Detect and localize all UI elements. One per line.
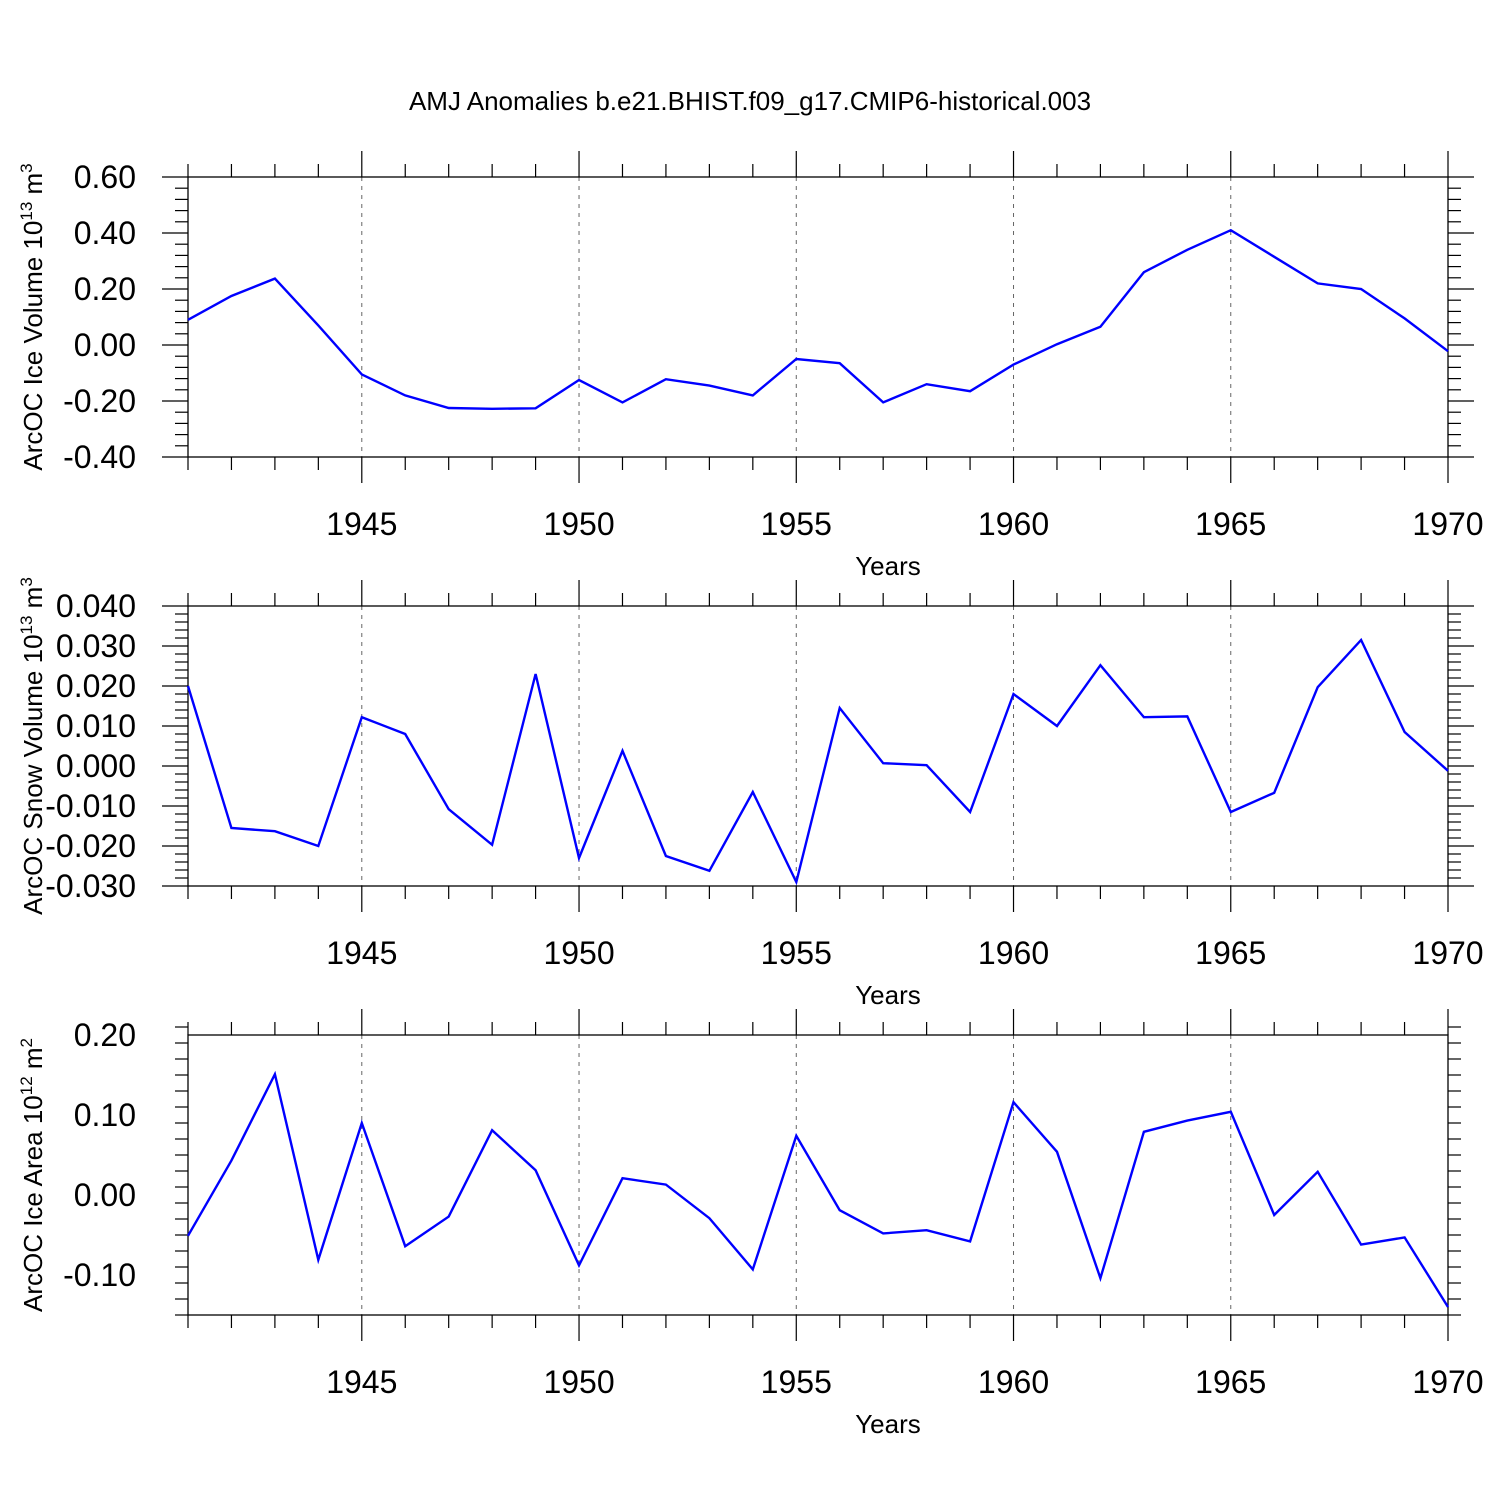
x-tick-label: 1965: [1195, 506, 1266, 542]
panel-2: -0.030 -0.020 -0.010 0.000 0.010 0.020 0.030 0.…: [17, 577, 1484, 1010]
panel-1: -0.40 -0.20 0.00 0.20 0.40 0.60 1945 1950 1955 19…: [17, 151, 1484, 581]
x-tick-label: 1945: [326, 935, 397, 971]
y-tick-label: 0.040: [56, 588, 136, 624]
panel-3: -0.10 0.00 0.10 0.20 1945 1950 1955 1960 1965 197…: [17, 1009, 1484, 1439]
x-tick-label: 1945: [326, 506, 397, 542]
x-axis-title: Years: [855, 1409, 921, 1439]
x-tick-label: 1970: [1412, 935, 1483, 971]
y-tick-label: 0.020: [56, 668, 136, 704]
y-tick-label: 0.20: [74, 271, 136, 307]
y-tick-label: -0.40: [63, 439, 136, 475]
plot-frame: [187, 605, 1449, 887]
y-tick-label: 0.00: [74, 327, 136, 363]
y-tick-label: 0.10: [74, 1097, 136, 1133]
x-axis-title: Years: [855, 980, 921, 1010]
x-tick-label: 1970: [1412, 1364, 1483, 1400]
y-tick-label: 0.000: [56, 748, 136, 784]
y-axis-title: ArcOC Ice Volume 1013 m3: [17, 163, 48, 470]
x-axis-title: Years: [855, 551, 921, 581]
plot-frame: [187, 1034, 1449, 1316]
series-line: [187, 228, 1449, 411]
x-tick-label: 1960: [978, 935, 1049, 971]
y-tick-label: -0.020: [45, 828, 136, 864]
y-tick-label: 0.20: [74, 1017, 136, 1053]
y-tick-label: 0.030: [56, 628, 136, 664]
x-tick-label: 1955: [761, 935, 832, 971]
x-tick-label: 1960: [978, 1364, 1049, 1400]
y-tick-label: 0.40: [74, 215, 136, 251]
y-tick-label: 0.010: [56, 708, 136, 744]
y-axis-title: ArcOC Snow Volume 1013 m3: [17, 577, 48, 915]
plot-frame: [187, 176, 1449, 458]
panels-group: -0.40 -0.20 0.00 0.20 0.40 0.60 1945 1950 1955 19…: [17, 151, 1484, 1439]
y-axis-title: ArcOC Ice Area 1012 m2: [17, 1038, 48, 1312]
series-line: [186, 1070, 1450, 1308]
y-tick-label: -0.010: [45, 788, 136, 824]
x-tick-label: 1950: [543, 1364, 614, 1400]
x-tick-label: 1960: [978, 506, 1049, 542]
x-tick-label: 1950: [543, 506, 614, 542]
chart-title: AMJ Anomalies b.e21.BHIST.f09_g17.CMIP6-…: [409, 86, 1091, 116]
y-tick-label: -0.20: [63, 383, 136, 419]
x-tick-label: 1950: [543, 935, 614, 971]
y-tick-label: -0.10: [63, 1257, 136, 1293]
x-tick-label: 1955: [761, 506, 832, 542]
x-tick-label: 1955: [761, 1364, 832, 1400]
x-tick-label: 1945: [326, 1364, 397, 1400]
y-tick-label: 0.60: [74, 159, 136, 195]
x-tick-label: 1965: [1195, 935, 1266, 971]
series-line: [186, 637, 1449, 886]
x-tick-label: 1965: [1195, 1364, 1266, 1400]
y-tick-label: -0.030: [45, 868, 136, 904]
y-tick-label: 0.00: [74, 1177, 136, 1213]
x-tick-label: 1970: [1412, 506, 1483, 542]
